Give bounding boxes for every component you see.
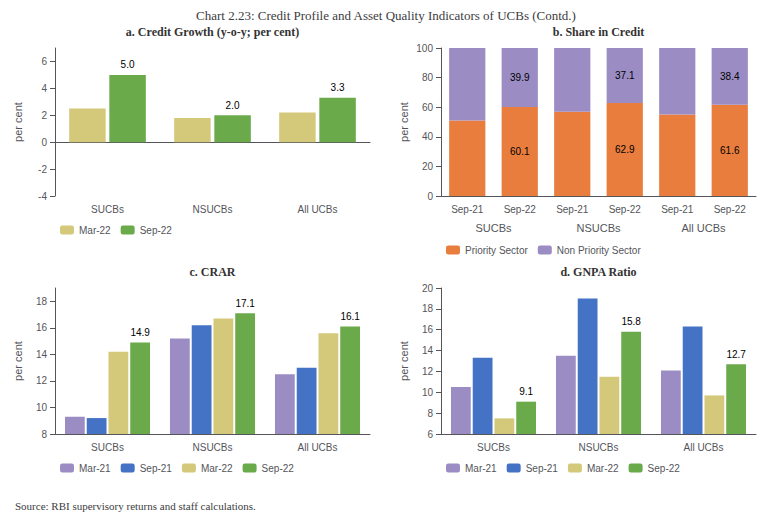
svg-text:NSUCBs: NSUCBs xyxy=(578,442,618,453)
svg-text:16.1: 16.1 xyxy=(340,311,360,322)
svg-text:8: 8 xyxy=(427,408,433,419)
svg-text:a. Credit Growth (y-o-y; per c: a. Credit Growth (y-o-y; per cent) xyxy=(126,25,299,39)
svg-text:39.9: 39.9 xyxy=(510,72,530,83)
svg-text:38.4: 38.4 xyxy=(720,71,740,82)
svg-text:SUCBs: SUCBs xyxy=(91,442,124,453)
svg-text:All UCBs: All UCBs xyxy=(681,222,726,234)
svg-text:14: 14 xyxy=(422,345,434,356)
svg-text:Source: RBI supervisory return: Source: RBI supervisory returns and staf… xyxy=(15,500,256,512)
svg-text:d. GNPA Ratio: d. GNPA Ratio xyxy=(560,265,636,279)
svg-text:NSUCBs: NSUCBs xyxy=(192,442,232,453)
svg-text:c. CRAR: c. CRAR xyxy=(190,265,236,279)
svg-text:Sep-21: Sep-21 xyxy=(556,204,589,215)
svg-text:per cent: per cent xyxy=(12,341,24,381)
svg-text:All UCBs: All UCBs xyxy=(683,442,723,453)
svg-text:6: 6 xyxy=(427,429,433,440)
svg-text:Sep-21: Sep-21 xyxy=(140,463,173,474)
svg-text:-4: -4 xyxy=(38,191,47,202)
svg-text:Non Priority Sector: Non Priority Sector xyxy=(557,245,642,256)
svg-text:Mar-22: Mar-22 xyxy=(79,225,111,236)
svg-text:5.0: 5.0 xyxy=(121,59,135,70)
svg-text:per cent: per cent xyxy=(398,102,410,142)
svg-text:15.8: 15.8 xyxy=(621,316,641,327)
svg-text:per cent: per cent xyxy=(12,102,24,142)
svg-text:18: 18 xyxy=(36,296,48,307)
svg-text:16: 16 xyxy=(36,322,48,333)
svg-text:Sep-22: Sep-22 xyxy=(262,463,295,474)
svg-text:SUCBs: SUCBs xyxy=(91,204,124,215)
svg-text:NSUCBs: NSUCBs xyxy=(192,204,232,215)
svg-text:0: 0 xyxy=(427,191,433,202)
svg-text:14.9: 14.9 xyxy=(130,327,150,338)
svg-text:Mar-21: Mar-21 xyxy=(465,463,497,474)
svg-text:62.9: 62.9 xyxy=(615,144,635,155)
svg-text:Sep-21: Sep-21 xyxy=(451,204,484,215)
svg-text:Mar-21: Mar-21 xyxy=(79,463,111,474)
svg-text:20: 20 xyxy=(422,283,434,294)
svg-text:per cent: per cent xyxy=(398,341,410,381)
svg-text:SUCBs: SUCBs xyxy=(475,222,512,234)
svg-text:2.0: 2.0 xyxy=(226,100,240,111)
svg-text:Sep-21: Sep-21 xyxy=(526,463,559,474)
svg-text:8: 8 xyxy=(41,429,47,440)
svg-text:Sep-22: Sep-22 xyxy=(140,225,173,236)
svg-text:61.6: 61.6 xyxy=(720,145,740,156)
svg-text:100: 100 xyxy=(416,43,433,54)
svg-text:37.1: 37.1 xyxy=(615,70,635,81)
svg-text:80: 80 xyxy=(422,72,434,83)
svg-text:40: 40 xyxy=(422,131,434,142)
svg-text:Chart 2.23: Credit Profile and: Chart 2.23: Credit Profile and Asset Qua… xyxy=(196,8,576,23)
svg-text:12: 12 xyxy=(36,375,48,386)
svg-text:14: 14 xyxy=(36,349,48,360)
svg-text:60.1: 60.1 xyxy=(510,146,530,157)
svg-text:9.1: 9.1 xyxy=(519,386,533,397)
svg-text:0: 0 xyxy=(41,137,47,148)
svg-text:10: 10 xyxy=(36,402,48,413)
svg-text:16: 16 xyxy=(422,324,434,335)
svg-text:All UCBs: All UCBs xyxy=(297,442,337,453)
svg-text:Sep-22: Sep-22 xyxy=(609,204,642,215)
svg-text:Sep-22: Sep-22 xyxy=(504,204,537,215)
svg-text:10: 10 xyxy=(422,387,434,398)
svg-text:18: 18 xyxy=(422,303,434,314)
svg-text:17.1: 17.1 xyxy=(235,298,255,309)
svg-text:12.7: 12.7 xyxy=(726,349,746,360)
svg-text:SUCBs: SUCBs xyxy=(477,442,510,453)
svg-text:6: 6 xyxy=(41,56,47,67)
svg-text:b. Share in Credit: b. Share in Credit xyxy=(553,25,645,39)
svg-text:Sep-21: Sep-21 xyxy=(661,204,694,215)
svg-text:3.3: 3.3 xyxy=(331,82,345,93)
svg-text:Priority Sector: Priority Sector xyxy=(465,245,528,256)
svg-text:Sep-22: Sep-22 xyxy=(648,463,681,474)
svg-text:60: 60 xyxy=(422,102,434,113)
svg-text:All UCBs: All UCBs xyxy=(297,204,337,215)
svg-text:Mar-22: Mar-22 xyxy=(201,463,233,474)
svg-text:12: 12 xyxy=(422,366,434,377)
svg-text:2: 2 xyxy=(41,110,47,121)
svg-text:Mar-22: Mar-22 xyxy=(587,463,619,474)
svg-text:Sep-22: Sep-22 xyxy=(714,204,747,215)
svg-text:4: 4 xyxy=(41,83,47,94)
svg-text:-2: -2 xyxy=(38,164,47,175)
svg-text:NSUCBs: NSUCBs xyxy=(576,222,621,234)
svg-text:20: 20 xyxy=(422,161,434,172)
